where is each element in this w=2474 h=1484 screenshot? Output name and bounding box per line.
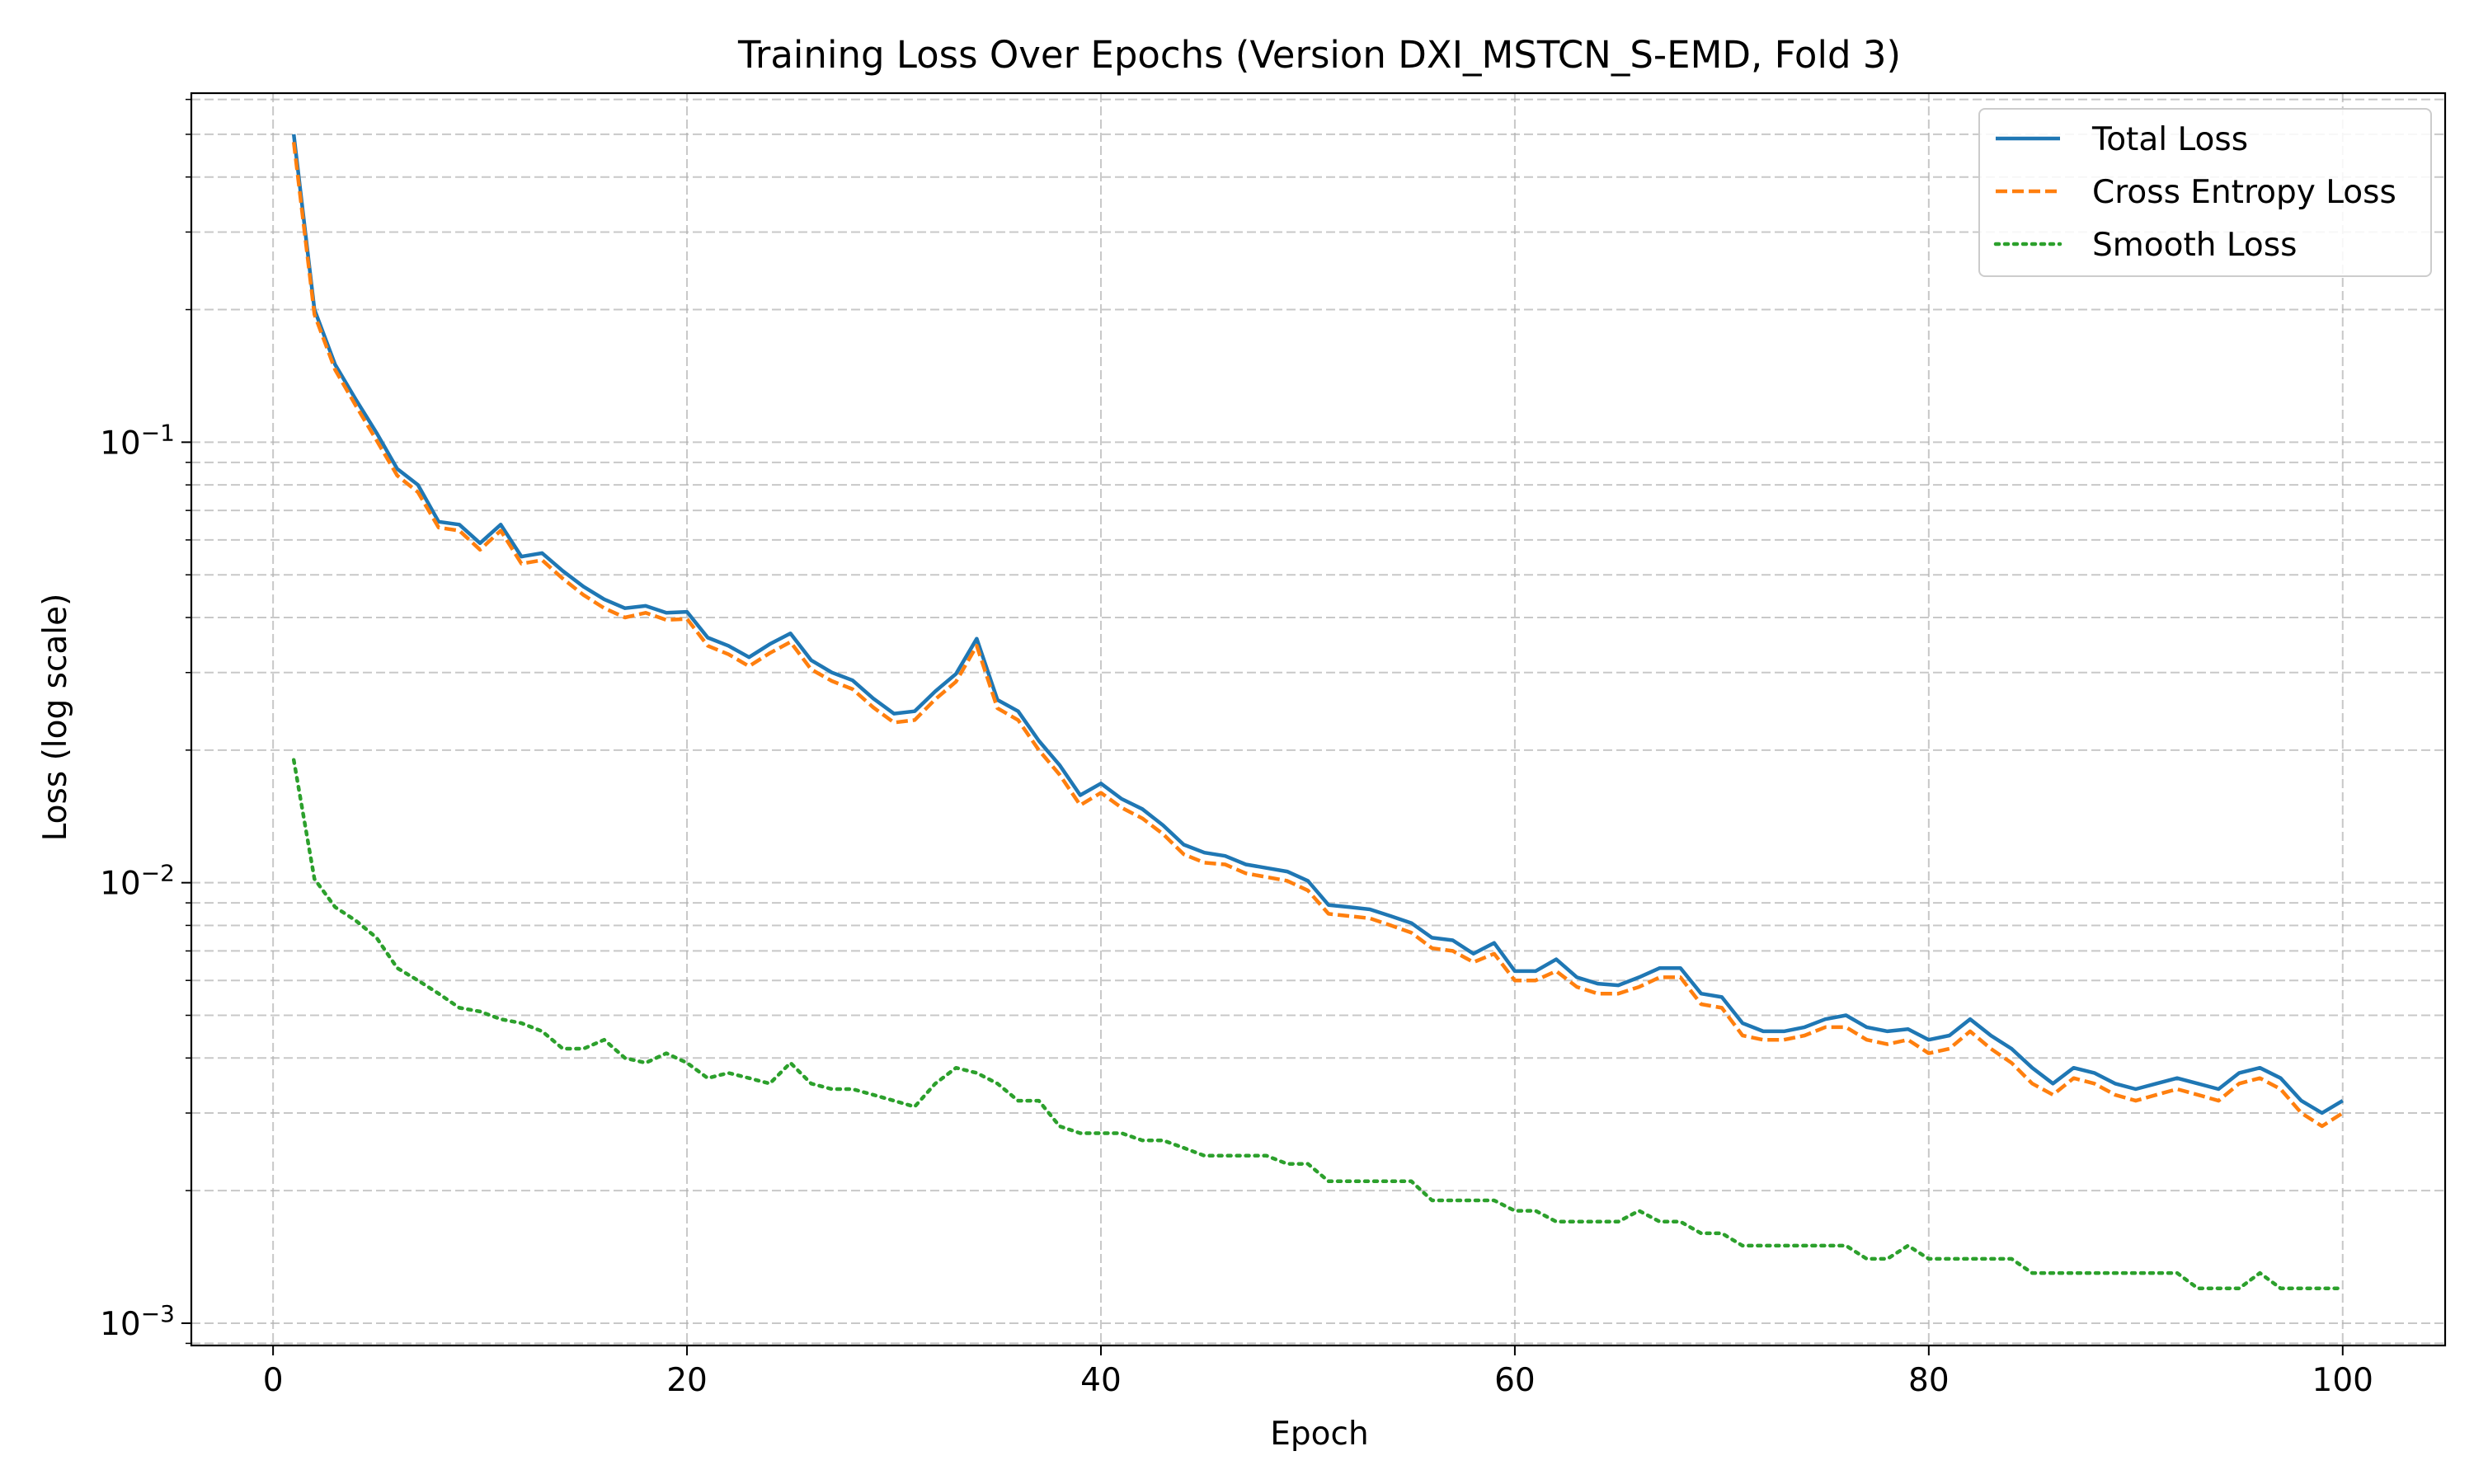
x-tick-label: 60 [1494,1362,1536,1399]
legend-label: Cross Entropy Loss [2092,174,2396,211]
axis-ticks: 0 20 40 60 80 100 10−1 10−2 10−3 [100,98,2373,1399]
x-tick-label: 40 [1080,1362,1122,1399]
legend-label: Total Loss [2091,121,2248,158]
plot-frame [190,92,2447,1347]
series-layer [291,134,2345,1290]
series-line-total-loss [291,134,2344,1115]
legend-box [1978,108,2432,277]
x-tick-label: 0 [263,1362,284,1399]
legend: Total Loss Cross Entropy Loss Smooth Loss [1978,108,2432,277]
legend-label: Smooth Loss [2092,227,2297,264]
y-tick-label: 10−2 [100,860,175,903]
y-axis-label: Loss (log scale) [37,594,74,842]
x-tick-label: 80 [1908,1362,1950,1399]
y-tick-label: 10−1 [100,419,175,462]
y-tick-label: 10−3 [100,1300,175,1343]
x-tick-label: 20 [666,1362,708,1399]
x-axis-label: Epoch [1270,1416,1368,1453]
chart-title: Training Loss Over Epochs (Version DXI_M… [737,33,1901,77]
x-tick-label: 100 [2312,1362,2373,1399]
series-line-smooth-loss [291,758,2345,1290]
series-line-cross-entropy-loss [291,142,2345,1129]
